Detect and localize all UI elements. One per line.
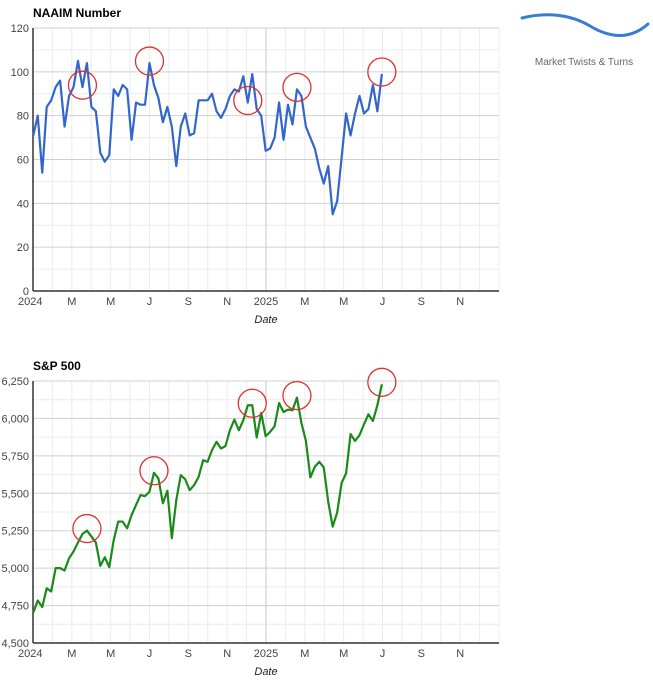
y-tick-label: 0 [23, 286, 29, 298]
x-axis-title: Date [254, 666, 277, 678]
naaim-chart: NAAIM Number Date 0 20 40 60 80 100 120 2024 M M J… [11, 6, 500, 326]
highlight-circle [72, 513, 102, 544]
x-tick-label: N [223, 296, 231, 308]
x-tick-label: 2024 [18, 296, 42, 308]
x-tick-label: 2025 [254, 648, 278, 660]
y-tick-label: 5,500 [1, 488, 29, 500]
chart-title: NAAIM Number [33, 6, 121, 20]
y-tick-label: 120 [11, 23, 29, 35]
x-tick-label: M [106, 296, 115, 308]
logo-wave-icon [520, 13, 650, 37]
gridlines [33, 380, 500, 644]
y-tick-label: 100 [11, 67, 29, 79]
x-tick-label: M [300, 648, 309, 660]
highlight-circle [367, 57, 397, 87]
x-tick-label: M [339, 648, 348, 660]
highlight-circle [233, 85, 263, 116]
x-tick-label: S [418, 648, 425, 660]
x-tick-label: M [67, 296, 76, 308]
x-tick-label: M [339, 296, 348, 308]
sp500-chart: S&P 500 Date 4,500 4,750 5,000 5,250 5,500 5,… [1, 359, 500, 678]
x-tick-label: J [380, 296, 386, 308]
y-tick-label: 80 [17, 111, 29, 123]
highlight-circle [367, 367, 397, 397]
x-tick-label: S [185, 296, 192, 308]
x-tick-label: S [418, 296, 425, 308]
logo-text: Market Twists & Turns [535, 57, 633, 68]
x-tick-label: M [67, 648, 76, 660]
y-tick-label: 6,250 [1, 376, 29, 388]
x-tick-label: J [147, 648, 153, 660]
highlight-circle [282, 72, 312, 103]
x-tick-label: M [300, 296, 309, 308]
y-tick-label: 20 [17, 242, 29, 254]
x-tick-label: 2025 [254, 296, 278, 308]
logo: Market Twists & Turns [520, 13, 650, 68]
chart-title: S&P 500 [33, 359, 81, 373]
x-tick-label: J [147, 296, 153, 308]
y-tick-label: 6,000 [1, 413, 29, 425]
x-tick-label: N [456, 648, 464, 660]
x-tick-label: N [223, 648, 231, 660]
y-tick-label: 5,250 [1, 526, 29, 538]
x-tick-label: M [106, 648, 115, 660]
y-tick-label: 5,750 [1, 451, 29, 463]
y-tick-label: 40 [17, 198, 29, 210]
x-tick-label: 2024 [18, 648, 42, 660]
x-tick-label: J [380, 648, 386, 660]
x-axis-title: Date [254, 314, 277, 326]
y-tick-label: 60 [17, 155, 29, 167]
y-tick-label: 4,750 [1, 601, 29, 613]
y-tick-label: 5,000 [1, 563, 29, 575]
x-tick-label: N [456, 296, 464, 308]
highlight-circle [237, 388, 267, 418]
highlight-circle [139, 456, 169, 486]
highlight-circle [67, 70, 98, 100]
x-tick-label: S [185, 648, 192, 660]
highlight-circle [282, 380, 312, 411]
highlight-circle [134, 46, 165, 76]
y-tick-label: 4,500 [1, 638, 29, 650]
